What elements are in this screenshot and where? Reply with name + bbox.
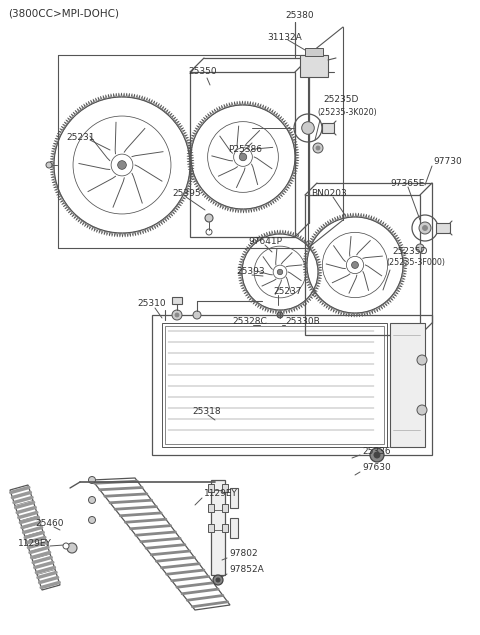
Text: (25235-3F000): (25235-3F000) (386, 258, 445, 267)
Circle shape (239, 153, 247, 161)
Circle shape (88, 497, 96, 504)
Text: 25235D: 25235D (392, 248, 427, 257)
Text: 97730: 97730 (433, 157, 462, 166)
Polygon shape (10, 485, 60, 590)
Circle shape (175, 313, 179, 317)
Text: 25318: 25318 (192, 408, 221, 417)
Text: 25330B: 25330B (285, 316, 320, 326)
Circle shape (67, 543, 77, 553)
Circle shape (88, 476, 96, 483)
Text: 1129EY: 1129EY (18, 538, 52, 547)
Circle shape (316, 146, 320, 150)
Circle shape (277, 269, 283, 275)
Bar (222, 524, 228, 532)
Text: 97630: 97630 (362, 464, 391, 472)
Text: 97802: 97802 (229, 549, 258, 559)
Circle shape (417, 405, 427, 415)
Text: 97365E: 97365E (390, 178, 424, 187)
Bar (230, 488, 238, 508)
Text: 25237: 25237 (273, 286, 301, 295)
Text: 25395: 25395 (172, 189, 201, 199)
Text: BN0203: BN0203 (311, 189, 347, 197)
Circle shape (193, 311, 201, 319)
Polygon shape (92, 478, 230, 610)
Bar (300, 55, 328, 77)
Circle shape (302, 122, 314, 134)
Bar (211, 480, 225, 575)
Text: 25460: 25460 (35, 519, 63, 528)
Bar (322, 123, 334, 133)
Bar (305, 48, 323, 56)
Bar (190, 72, 295, 237)
Bar (436, 223, 450, 233)
Bar (222, 484, 228, 492)
Circle shape (205, 214, 213, 222)
Text: 25235D: 25235D (323, 95, 359, 105)
Circle shape (419, 222, 431, 234)
Text: 97852A: 97852A (229, 566, 264, 575)
Text: 25393: 25393 (236, 267, 264, 276)
Circle shape (63, 543, 69, 549)
Bar (222, 504, 228, 512)
Circle shape (422, 225, 428, 231)
Circle shape (374, 452, 380, 458)
Bar (230, 518, 238, 538)
Circle shape (351, 262, 359, 269)
Text: 25231: 25231 (66, 133, 95, 142)
Circle shape (172, 310, 182, 320)
Bar (208, 484, 214, 492)
Circle shape (416, 244, 424, 252)
Bar (172, 297, 182, 304)
Circle shape (216, 578, 220, 582)
Text: 25350: 25350 (188, 67, 216, 76)
Bar (152, 315, 432, 455)
Circle shape (313, 143, 323, 153)
Text: 25380: 25380 (285, 11, 313, 20)
Bar (162, 323, 387, 447)
Bar (208, 504, 214, 512)
Circle shape (213, 575, 223, 585)
Text: 97641P: 97641P (248, 236, 282, 246)
Circle shape (370, 448, 384, 462)
Circle shape (46, 162, 52, 168)
Text: (25235-3K020): (25235-3K020) (317, 107, 377, 116)
Bar (165, 326, 384, 444)
Text: P25386: P25386 (228, 145, 262, 154)
Text: 1129EY: 1129EY (204, 490, 238, 498)
Text: 31132A: 31132A (267, 32, 302, 41)
Circle shape (277, 312, 283, 318)
Text: (3800CC>MPI-DOHC): (3800CC>MPI-DOHC) (8, 9, 119, 19)
Text: 25328C: 25328C (232, 316, 267, 326)
Circle shape (417, 355, 427, 365)
Bar (305, 195, 420, 335)
Bar (390, 323, 425, 447)
Circle shape (118, 161, 126, 170)
Text: 25310: 25310 (137, 300, 166, 309)
Bar (208, 524, 214, 532)
Text: 25336: 25336 (362, 446, 391, 455)
Circle shape (88, 516, 96, 523)
